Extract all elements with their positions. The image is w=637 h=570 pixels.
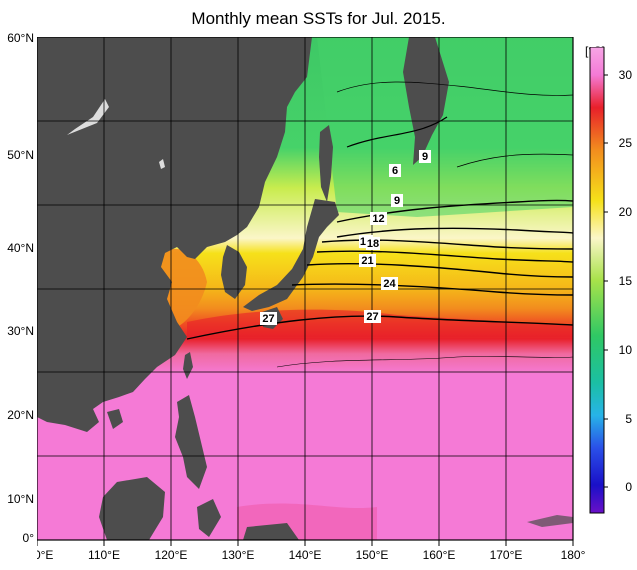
- kuroshio-band: [187, 309, 573, 337]
- philippines-islands: [175, 395, 207, 489]
- colorbar-tick-label: 25: [619, 136, 633, 150]
- inland-lake: [159, 159, 165, 169]
- x-tick-label: 140°E: [289, 548, 322, 562]
- colorbar-tick-label: 5: [625, 412, 632, 426]
- y-axis-labels: 60°N 50°N 40°N 30°N 20°N 10°N 0°: [7, 31, 35, 545]
- y-tick-label: 40°N: [7, 241, 34, 255]
- x-tick-label: 130°E: [222, 548, 255, 562]
- isotherm-minor-b: [276, 356, 573, 368]
- svg-text:6: 6: [392, 165, 398, 177]
- map-title: Monthly mean SSTs for Jul. 2015.: [191, 9, 446, 28]
- contour-label-12: 12: [370, 212, 387, 225]
- isotherm-12: [336, 227, 573, 238]
- x-tick-label: 160°E: [423, 548, 456, 562]
- contour-label-9a: 9: [419, 150, 431, 163]
- contour-label-24: 24: [381, 277, 398, 290]
- colorbar-tick-label: 10: [619, 343, 633, 357]
- isotherm-27: [186, 315, 573, 340]
- isotherm-minor-a: [456, 153, 573, 168]
- svg-text:9: 9: [394, 195, 400, 207]
- svg-text:9: 9: [422, 151, 428, 163]
- isotherm-21: [306, 263, 573, 278]
- sst-map: 9 6 9 12 15 18 21 24 27 27 100°E 110°E 1…: [37, 37, 637, 564]
- x-tick-label: 110°E: [88, 548, 120, 562]
- svg-text:18: 18: [367, 238, 379, 250]
- contour-label-27b: 27: [364, 310, 381, 323]
- new-guinea-island: [243, 523, 299, 540]
- colorbar-tick-label: 30: [619, 68, 633, 82]
- x-tick-label: 120°E: [155, 548, 188, 562]
- lake-baikal: [67, 99, 109, 135]
- hainan-island: [107, 409, 123, 429]
- colorbar-tick-label: 0: [625, 480, 632, 494]
- axis-ticks: [37, 540, 574, 546]
- contour-label-27a: 27: [260, 312, 277, 325]
- colorbar-ticks: [604, 74, 608, 488]
- isotherm-24: [291, 283, 573, 296]
- y-tick-label: 30°N: [7, 324, 34, 338]
- sakhalin-island: [319, 125, 333, 202]
- contour-label-18: 18: [366, 237, 380, 250]
- japan-islands: [243, 199, 339, 311]
- kamchatka-peninsula: [403, 37, 449, 165]
- colorbar: 30 25 20 15 10 5 0: [588, 47, 634, 519]
- svg-text:21: 21: [361, 255, 373, 267]
- colorbar-svg: 30 25 20 15 10 5 0: [589, 47, 633, 514]
- contour-label-6: 6: [389, 164, 401, 177]
- isotherm-18: [316, 250, 573, 263]
- sst-map-svg: 9 6 9 12 15 18 21 24 27 27 100°E 110°E 1…: [37, 37, 586, 562]
- borneo-island: [99, 477, 165, 540]
- korean-peninsula: [221, 245, 247, 299]
- x-tick-label: 150°E: [356, 548, 389, 562]
- x-tick-label: 180°: [561, 548, 586, 562]
- svg-text:27: 27: [366, 311, 378, 323]
- colorbar-tick-label: 15: [619, 274, 633, 288]
- y-tick-label: 60°N: [7, 31, 34, 45]
- contour-label-21: 21: [359, 254, 376, 267]
- x-axis-labels: 100°E 110°E 120°E 130°E 140°E 150°E 160°…: [37, 548, 586, 562]
- colorbar-tick-label: 20: [619, 205, 633, 219]
- colorbar-ramp: [589, 47, 605, 514]
- y-tick-label: 10°N: [7, 492, 34, 506]
- pacific-islands: [527, 515, 573, 527]
- contour-label-9b: 9: [391, 194, 403, 207]
- y-tick-label: 20°N: [7, 408, 34, 422]
- y-tick-label: 50°N: [7, 148, 34, 162]
- contour-labels: 9 6 9 12 15 18 21 24 27 27: [260, 150, 431, 325]
- x-tick-label: 100°E: [37, 548, 53, 562]
- subarctic-water: [317, 37, 573, 217]
- graticule: [37, 37, 573, 540]
- isotherm-6: [346, 116, 448, 148]
- svg-text:24: 24: [383, 278, 396, 290]
- svg-text:12: 12: [372, 213, 384, 225]
- y-tick-label: 0°: [23, 531, 35, 545]
- sulawesi-island: [197, 499, 221, 537]
- x-tick-label: 170°E: [490, 548, 523, 562]
- svg-text:27: 27: [262, 313, 274, 325]
- asia-mainland: [37, 37, 312, 432]
- map-plot-area: [37, 37, 573, 540]
